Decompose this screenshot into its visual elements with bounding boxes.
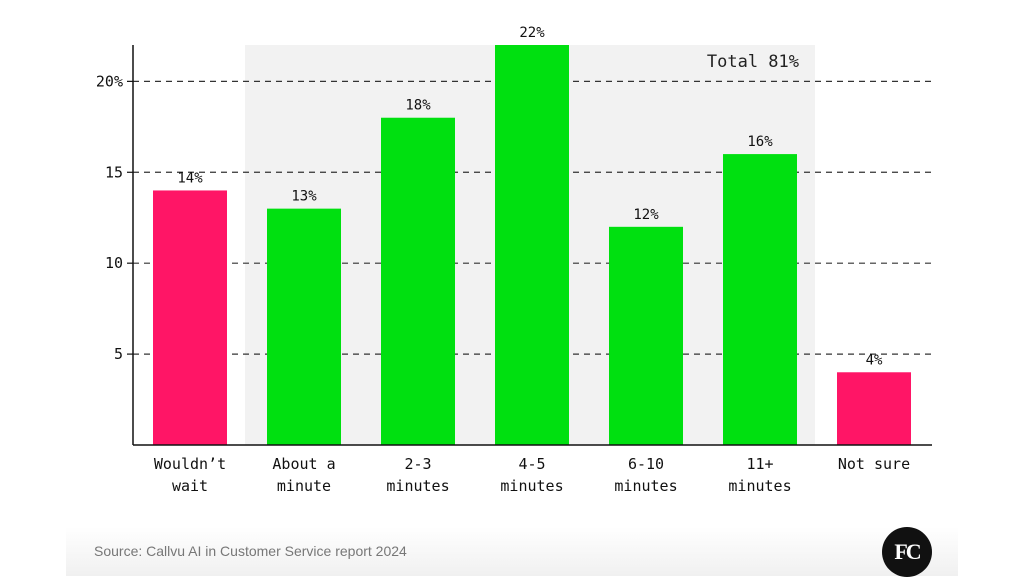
category-label: 6-10 — [628, 455, 664, 473]
bar — [495, 45, 569, 445]
y-tick-label: 15 — [105, 163, 123, 181]
category-label: 4-5 — [518, 455, 545, 473]
category-label: minutes — [500, 477, 563, 495]
data-label: 22% — [519, 25, 545, 41]
category-label: minutes — [386, 477, 449, 495]
bar — [723, 154, 797, 445]
category-label: Wouldn’t — [154, 455, 226, 473]
data-label: 12% — [633, 207, 659, 223]
bar — [609, 226, 683, 445]
footer: Source: Callvu AI in Customer Service re… — [66, 527, 958, 577]
data-label: 16% — [747, 134, 773, 150]
fc-logo: FC — [882, 527, 932, 577]
data-label: 18% — [405, 98, 431, 114]
bar — [267, 208, 341, 445]
y-tick-label: 5 — [114, 345, 123, 363]
data-label: 4% — [866, 352, 883, 368]
bar — [153, 190, 227, 445]
category-label: wait — [172, 477, 208, 495]
data-label: 13% — [291, 189, 317, 205]
total-label: Total 81% — [707, 52, 799, 72]
data-labels: 14% 13% 18% 22% 12% 16% 4% — [177, 25, 883, 368]
x-axis-categories: Wouldn’t wait About a minute 2-3 minutes 4-5 mi… — [154, 455, 910, 495]
category-label: minutes — [614, 477, 677, 495]
category-label: minute — [277, 477, 331, 495]
data-label: 14% — [177, 170, 203, 186]
category-label: 2-3 — [404, 455, 431, 473]
category-label: minutes — [728, 477, 791, 495]
y-axis-ticks: 5 10 15 20% — [96, 72, 133, 363]
category-label: About a — [272, 455, 335, 473]
bar — [837, 372, 911, 445]
source-text: Source: Callvu AI in Customer Service re… — [94, 543, 407, 559]
category-label: Not sure — [838, 455, 910, 473]
bar — [381, 117, 455, 446]
bar-chart: 14% 13% 18% 22% 12% 16% 4% 5 10 15 20% Wouldn’t wa… — [96, 25, 932, 495]
y-tick-label: 10 — [105, 254, 123, 272]
bars — [153, 45, 911, 446]
y-tick-label: 20% — [96, 72, 123, 90]
category-label: 11+ — [746, 455, 773, 473]
